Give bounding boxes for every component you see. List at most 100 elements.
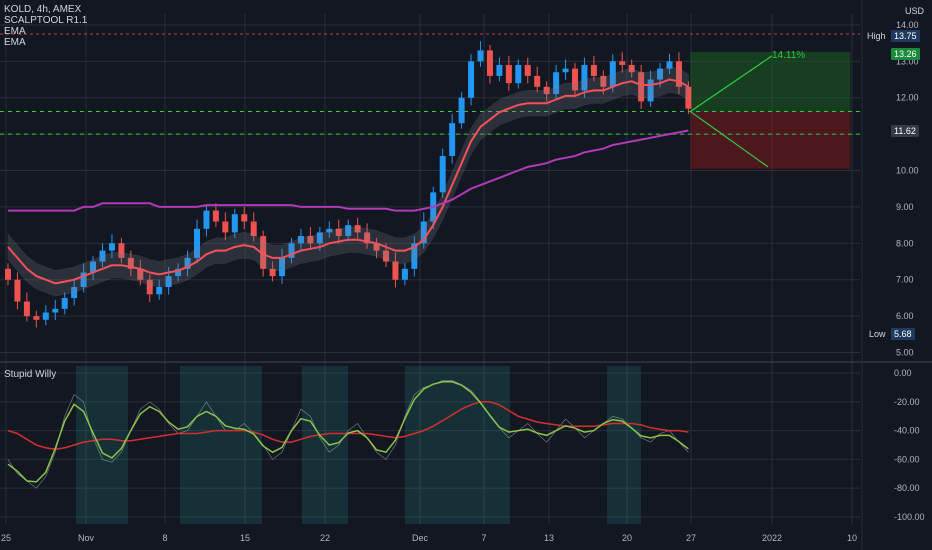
symbol-title[interactable]: KOLD, 4h, AMEX: [4, 4, 82, 15]
candle-body: [279, 257, 286, 277]
candle-body: [297, 236, 304, 244]
candle-body: [71, 287, 78, 298]
candle-body: [108, 243, 115, 251]
y-tick-label: 13.00: [896, 56, 919, 66]
candle-body: [33, 316, 40, 320]
osc-highlight-zone: [607, 366, 641, 524]
ema-fast-line: [7, 78, 689, 285]
candle-body: [458, 97, 465, 124]
candle-body: [515, 64, 522, 84]
candle-body: [118, 243, 125, 258]
candle-body: [156, 287, 163, 295]
projection-percent: 14.11%: [772, 50, 805, 61]
currency-label: USD: [904, 6, 924, 16]
low-value: 5.68: [891, 328, 915, 340]
candle-body: [600, 75, 607, 87]
candle-body: [231, 214, 238, 233]
candle-body: [212, 210, 219, 222]
y-tick-label: 12.00: [896, 93, 919, 103]
x-tick-label: 15: [240, 533, 250, 543]
profit-zone: [690, 51, 851, 112]
candle-body: [316, 232, 323, 244]
stop-tag: 11.62: [891, 125, 919, 137]
target-tag: 13.26: [891, 48, 920, 60]
candle-body: [477, 50, 484, 62]
candle-body: [326, 228, 333, 233]
candle-body: [572, 68, 578, 91]
x-tick-label: 25: [1, 533, 11, 543]
candle-body: [468, 61, 475, 98]
candle-body: [14, 279, 21, 302]
candle-body: [619, 61, 626, 65]
ema-slow-line: [8, 129, 689, 212]
candle-body: [411, 243, 418, 269]
candle-body: [675, 61, 682, 87]
candle-body: [657, 68, 664, 80]
x-tick-label: 22: [320, 533, 330, 543]
osc-tick-label: -100.00: [894, 512, 925, 522]
y-tick-label: 5.00: [896, 348, 914, 358]
candle-body: [628, 64, 635, 73]
candle-body: [543, 86, 550, 95]
candle-body: [5, 268, 11, 280]
candle-body: [392, 261, 399, 280]
candle-body: [439, 155, 446, 193]
x-tick-label: 7: [481, 533, 486, 543]
indicator-ema-1[interactable]: EMA: [4, 26, 26, 37]
loss-zone: [690, 111, 851, 169]
candle-body: [647, 79, 654, 102]
candle-body: [590, 64, 597, 76]
candle-body: [61, 297, 68, 309]
grid: [0, 14, 860, 524]
candle-body: [52, 308, 59, 313]
candle-body: [524, 64, 531, 76]
osc-highlight-zone: [302, 366, 348, 524]
candle-body: [165, 276, 172, 288]
candle-body: [203, 210, 210, 229]
candle-body: [496, 64, 503, 76]
candle-body: [449, 123, 456, 156]
candle-body: [137, 268, 144, 280]
candle-body: [184, 257, 191, 269]
osc-highlight-zone: [180, 366, 262, 524]
y-tick-label: 8.00: [896, 238, 914, 248]
y-tick-label: 10.00: [896, 166, 919, 176]
osc-tick-label: -20.00: [894, 397, 920, 407]
x-tick-label: 8: [162, 533, 167, 543]
candle-body: [638, 72, 645, 102]
candle-body: [194, 228, 200, 258]
x-tick-label: 27: [686, 533, 696, 543]
x-tick-label: 20: [622, 533, 632, 543]
candle-body: [127, 257, 134, 269]
candle-body: [581, 64, 588, 91]
candle-body: [609, 61, 616, 87]
candle-body: [373, 243, 380, 251]
candle-body: [42, 312, 49, 320]
position-zones: [0, 51, 860, 169]
indicator-ema-2[interactable]: EMA: [4, 37, 26, 48]
osc-tick-label: -60.00: [894, 454, 920, 464]
candle-body: [269, 268, 276, 277]
high-label: High: [867, 31, 886, 41]
candle-body: [288, 243, 295, 258]
x-tick-label: Nov: [78, 533, 95, 543]
indicator-scalptool[interactable]: SCALPTOOL R1.1: [4, 15, 88, 26]
candle-body: [553, 72, 560, 95]
x-tick-label: 13: [544, 533, 554, 543]
x-tick-label: 2022: [762, 533, 782, 543]
oscillator-title[interactable]: Stupid Willy: [4, 369, 57, 380]
y-tick-label: 9.00: [896, 202, 914, 212]
osc-fast-line: [7, 381, 689, 483]
x-tick-label: Dec: [412, 533, 429, 543]
candle-body: [222, 221, 229, 233]
y-tick-label: 7.00: [896, 275, 914, 285]
candle-body: [175, 268, 182, 277]
osc-tick-label: -40.00: [894, 426, 920, 436]
candle-body: [420, 221, 427, 244]
candle-body: [354, 225, 361, 233]
candle-body: [146, 279, 153, 295]
up-arrow: [690, 55, 773, 113]
chart-legend: KOLD, 4h, AMEX SCALPTOOL R1.1 EMA EMA: [4, 4, 87, 48]
candle-body: [534, 75, 541, 87]
